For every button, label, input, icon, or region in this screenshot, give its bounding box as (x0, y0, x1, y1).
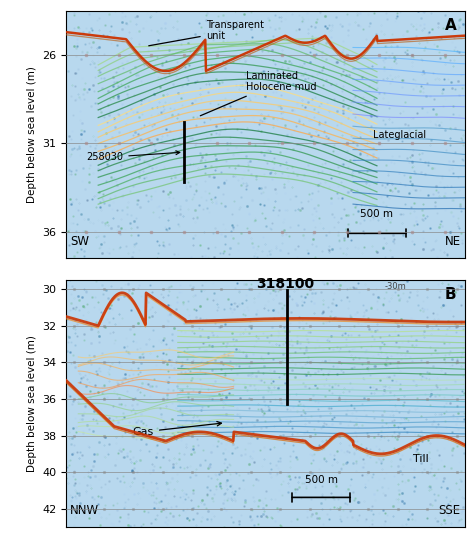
Text: Laminated
Holocene mud: Laminated Holocene mud (201, 71, 316, 116)
Text: SW: SW (70, 235, 89, 248)
Text: NNW: NNW (70, 504, 100, 517)
Text: Lateglacial: Lateglacial (373, 130, 426, 139)
Text: 500 m: 500 m (305, 475, 337, 485)
Text: Till: Till (413, 455, 428, 464)
Text: -30m: -30m (385, 282, 407, 291)
Text: 258030: 258030 (86, 151, 180, 163)
Text: A: A (445, 19, 456, 33)
Text: SSE: SSE (438, 504, 461, 517)
Text: Transparent
unit: Transparent unit (149, 20, 264, 46)
Y-axis label: Depth below sea level (m): Depth below sea level (m) (27, 66, 37, 203)
Text: 318100: 318100 (256, 277, 314, 291)
Text: 500 m: 500 m (360, 209, 393, 219)
Text: Gas: Gas (133, 422, 221, 437)
Text: NE: NE (445, 235, 461, 248)
Text: B: B (445, 288, 456, 302)
Y-axis label: Depth below sea level (m): Depth below sea level (m) (27, 335, 37, 472)
